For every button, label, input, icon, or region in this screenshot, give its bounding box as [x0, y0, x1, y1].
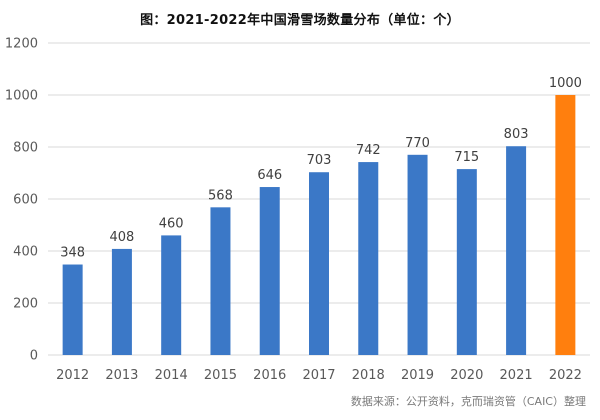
bar-2021 — [506, 146, 527, 355]
x-tick-label: 2012 — [56, 368, 89, 383]
data-label-2022: 1000 — [549, 76, 582, 91]
y-tick-label: 1000 — [5, 89, 38, 104]
bar-2014 — [161, 235, 182, 355]
x-tick-label: 2014 — [155, 368, 188, 383]
data-label-2016: 646 — [257, 168, 282, 183]
source-note: 数据来源：公开资料，克而瑞资管（CAIC）整理 — [350, 395, 586, 408]
data-label-2014: 460 — [159, 216, 184, 231]
data-label-2013: 408 — [109, 230, 134, 245]
bars — [62, 95, 576, 355]
y-tick-label: 0 — [30, 349, 38, 364]
y-tick-label: 400 — [13, 245, 38, 260]
data-label-2021: 803 — [504, 127, 529, 142]
x-axis: 2012 2013 2014 2015 2016 2017 2018 2019 2020 2021… — [56, 368, 582, 383]
data-label-2020: 715 — [454, 150, 479, 165]
x-tick-label: 2017 — [302, 368, 335, 383]
bar-2022 — [555, 95, 576, 355]
x-tick-label: 2015 — [204, 368, 237, 383]
bar-2020 — [456, 169, 477, 355]
y-tick-label: 1200 — [5, 37, 38, 52]
y-tick-label: 200 — [13, 297, 38, 312]
x-tick-label: 2020 — [450, 368, 483, 383]
bar-2019 — [407, 154, 428, 355]
chart-title: 图：2021-2022年中国滑雪场数量分布（单位：个） — [140, 13, 460, 28]
bar-2013 — [111, 248, 132, 355]
x-tick-label: 2013 — [105, 368, 138, 383]
data-label-2019: 770 — [405, 136, 430, 151]
data-label-2012: 348 — [60, 246, 85, 261]
bar-2016 — [259, 187, 280, 355]
bar-2018 — [358, 162, 379, 355]
x-tick-label: 2016 — [253, 368, 286, 383]
x-tick-label: 2021 — [500, 368, 533, 383]
data-label-2018: 742 — [356, 143, 381, 158]
data-label-2017: 703 — [307, 153, 332, 168]
x-tick-label: 2022 — [549, 368, 582, 383]
data-labels: 348 408 460 568 646 703 742 770 715 803 1000 — [60, 76, 582, 261]
bar-2017 — [309, 172, 329, 355]
x-tick-label: 2019 — [401, 368, 434, 383]
y-tick-label: 600 — [13, 193, 38, 208]
y-axis: 0 200 400 600 800 1000 1200 — [5, 37, 38, 364]
bar-2015 — [210, 207, 231, 355]
bar-2012 — [62, 264, 83, 355]
x-tick-label: 2018 — [352, 368, 385, 383]
y-tick-label: 800 — [13, 141, 38, 156]
data-label-2015: 568 — [208, 188, 233, 203]
